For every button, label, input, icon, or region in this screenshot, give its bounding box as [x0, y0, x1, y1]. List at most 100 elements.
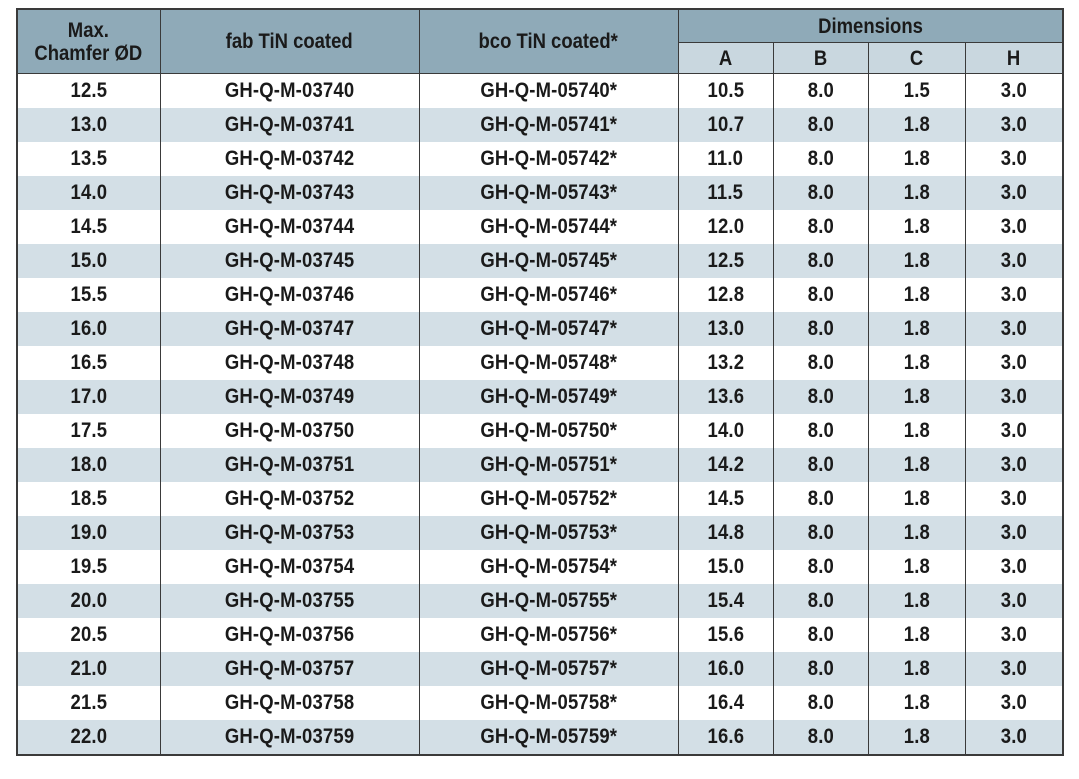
cell-dim-a: 11.5: [677, 176, 774, 210]
cell-fab-part-number-text: GH-Q-M-03740: [224, 79, 355, 102]
cell-dim-a-text: 14.5: [707, 487, 744, 510]
cell-dim-a-text: 16.4: [707, 691, 744, 714]
cell-dim-b-text: 8.0: [807, 79, 834, 102]
cell-fab-part-number: GH-Q-M-03753: [159, 516, 420, 550]
table-row: 13.0 GH-Q-M-03741 GH-Q-M-05741* 10.7 8.0 1.8 3…: [16, 108, 1064, 142]
cell-dim-h-text: 3.0: [1000, 555, 1027, 578]
cell-max-chamfer: 14.0: [16, 176, 161, 210]
table-row: 19.0 GH-Q-M-03753 GH-Q-M-05753* 14.8 8.0 1.8 3…: [16, 516, 1064, 550]
cell-max-chamfer: 18.0: [16, 448, 161, 482]
cell-dim-a-text: 14.0: [707, 419, 744, 442]
cell-dim-a: 12.5: [677, 244, 774, 278]
cell-fab-part-number: GH-Q-M-03752: [159, 482, 420, 516]
cell-dim-a: 14.2: [677, 448, 774, 482]
cell-dim-a-text: 15.4: [707, 589, 744, 612]
cell-dim-b: 8.0: [772, 550, 869, 584]
cell-fab-part-number: GH-Q-M-03744: [159, 210, 420, 244]
cell-dim-h: 3.0: [964, 584, 1064, 618]
cell-bco-part-number: GH-Q-M-05758*: [418, 686, 679, 720]
cell-dim-b-text: 8.0: [807, 317, 834, 340]
table-row: 17.0 GH-Q-M-03749 GH-Q-M-05749* 13.6 8.0 1.8 3…: [16, 380, 1064, 414]
cell-max-chamfer: 21.5: [16, 686, 161, 720]
cell-dim-a-text: 12.5: [707, 249, 744, 272]
cell-fab-part-number: GH-Q-M-03748: [159, 346, 420, 380]
cell-fab-part-number-text: GH-Q-M-03759: [224, 725, 355, 748]
cell-dim-b: 8.0: [772, 414, 869, 448]
cell-dim-c: 1.8: [867, 448, 966, 482]
cell-fab-part-number: GH-Q-M-03759: [159, 720, 420, 755]
cell-fab-part-number: GH-Q-M-03758: [159, 686, 420, 720]
cell-dim-h: 3.0: [964, 652, 1064, 686]
cell-max-chamfer: 15.0: [16, 244, 161, 278]
header-chamfer-line1: Max.: [68, 18, 110, 42]
cell-dim-a: 14.8: [677, 516, 774, 550]
cell-max-chamfer: 16.0: [16, 312, 161, 346]
cell-dim-a-text: 15.0: [707, 555, 744, 578]
header-dim-a: A: [677, 42, 774, 74]
cell-dim-b-text: 8.0: [807, 283, 834, 306]
cell-dim-b: 8.0: [772, 618, 869, 652]
cell-dim-h: 3.0: [964, 720, 1064, 755]
cell-dim-h: 3.0: [964, 108, 1064, 142]
cell-dim-b: 8.0: [772, 210, 869, 244]
cell-dim-h-text: 3.0: [1000, 385, 1027, 408]
cell-dim-h-text: 3.0: [1000, 657, 1027, 680]
cell-fab-part-number: GH-Q-M-03743: [159, 176, 420, 210]
cell-dim-a: 10.5: [677, 73, 774, 108]
cell-fab-part-number: GH-Q-M-03745: [159, 244, 420, 278]
cell-fab-part-number-text: GH-Q-M-03743: [224, 181, 355, 204]
cell-dim-a-text: 14.8: [707, 521, 744, 544]
cell-max-chamfer: 20.5: [16, 618, 161, 652]
cell-max-chamfer: 13.5: [16, 142, 161, 176]
cell-dim-h: 3.0: [964, 210, 1064, 244]
table-row: 18.0 GH-Q-M-03751 GH-Q-M-05751* 14.2 8.0 1.8 3…: [16, 448, 1064, 482]
cell-max-chamfer: 21.0: [16, 652, 161, 686]
cell-dim-a-text: 12.0: [707, 215, 744, 238]
cell-dim-h-text: 3.0: [1000, 453, 1027, 476]
cell-dim-b-text: 8.0: [807, 181, 834, 204]
cell-dim-a: 13.0: [677, 312, 774, 346]
cell-dim-c: 1.8: [867, 584, 966, 618]
header-dim-h-label: H: [1007, 46, 1021, 70]
cell-max-chamfer-text: 14.0: [70, 181, 108, 204]
table-row: 18.5 GH-Q-M-03752 GH-Q-M-05752* 14.5 8.0 1.8 3…: [16, 482, 1064, 516]
cell-dim-a: 15.0: [677, 550, 774, 584]
cell-fab-part-number-text: GH-Q-M-03748: [224, 351, 355, 374]
cell-dim-c-text: 1.8: [903, 351, 930, 374]
cell-dim-c: 1.8: [867, 312, 966, 346]
header-dim-c-label: C: [909, 46, 924, 70]
cell-dim-h-text: 3.0: [1000, 589, 1027, 612]
cell-bco-part-number: GH-Q-M-05750*: [418, 414, 679, 448]
cell-fab-part-number-text: GH-Q-M-03756: [224, 623, 355, 646]
table-row: 20.5 GH-Q-M-03756 GH-Q-M-05756* 15.6 8.0 1.8 3…: [16, 618, 1064, 652]
cell-max-chamfer-text: 14.5: [70, 215, 108, 238]
cell-bco-part-number-text: GH-Q-M-05752*: [480, 487, 617, 510]
header-bco-tin-coated: bco TiN coated*: [418, 8, 679, 74]
cell-dim-h-text: 3.0: [1000, 487, 1027, 510]
cell-dim-c-text: 1.8: [903, 249, 930, 272]
cell-dim-c: 1.8: [867, 176, 966, 210]
cell-dim-b: 8.0: [772, 312, 869, 346]
table-row: 19.5 GH-Q-M-03754 GH-Q-M-05754* 15.0 8.0 1.8 3…: [16, 550, 1064, 584]
cell-bco-part-number-text: GH-Q-M-05748*: [480, 351, 617, 374]
cell-dim-c-text: 1.8: [903, 589, 930, 612]
cell-dim-b: 8.0: [772, 380, 869, 414]
table-row: 16.5 GH-Q-M-03748 GH-Q-M-05748* 13.2 8.0 1.8 3…: [16, 346, 1064, 380]
cell-bco-part-number: GH-Q-M-05753*: [418, 516, 679, 550]
cell-fab-part-number-text: GH-Q-M-03753: [224, 521, 355, 544]
dimensions-table: Max. Chamfer ØD fab TiN coated bco TiN c…: [16, 8, 1065, 756]
header-dim-b-label: B: [813, 46, 828, 70]
cell-max-chamfer: 22.0: [16, 720, 161, 755]
cell-dim-a-text: 13.2: [707, 351, 744, 374]
cell-max-chamfer-text: 17.0: [70, 385, 108, 408]
header-bco-label: bco TiN coated*: [478, 30, 619, 53]
cell-fab-part-number: GH-Q-M-03750: [159, 414, 420, 448]
table-row: 14.0 GH-Q-M-03743 GH-Q-M-05743* 11.5 8.0 1.8 3…: [16, 176, 1064, 210]
cell-dim-h: 3.0: [964, 516, 1064, 550]
table-row: 20.0 GH-Q-M-03755 GH-Q-M-05755* 15.4 8.0 1.8 3…: [16, 584, 1064, 618]
cell-dim-b: 8.0: [772, 652, 869, 686]
cell-max-chamfer: 19.5: [16, 550, 161, 584]
cell-dim-h-text: 3.0: [1000, 521, 1027, 544]
cell-dim-c-text: 1.8: [903, 317, 930, 340]
cell-fab-part-number: GH-Q-M-03749: [159, 380, 420, 414]
